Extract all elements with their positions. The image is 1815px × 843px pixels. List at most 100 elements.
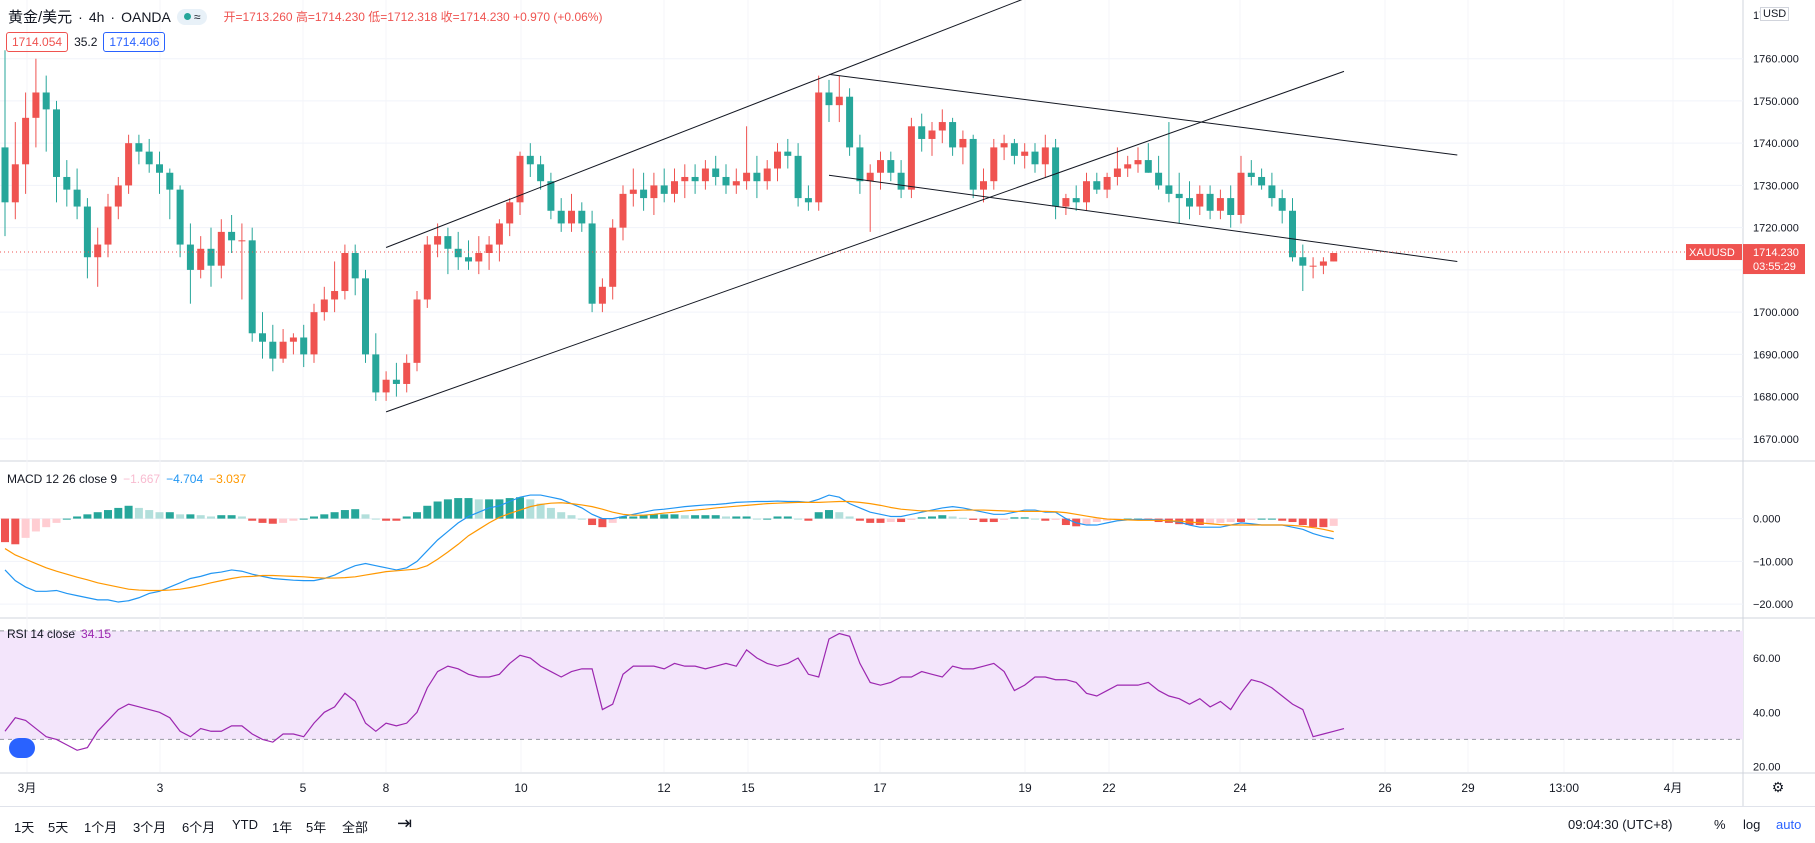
candle <box>681 164 689 199</box>
candle-body <box>228 231 236 241</box>
candle <box>825 79 833 123</box>
candle <box>547 172 555 220</box>
macd-signal-line <box>4 500 1334 592</box>
macd-hist-bar <box>1195 518 1204 526</box>
candle <box>341 244 349 300</box>
buy-price-button[interactable]: 1714.406 <box>103 32 166 52</box>
range-1y-button[interactable]: 1年 <box>272 820 293 835</box>
market-status-toggle[interactable]: ≈ <box>176 8 208 25</box>
candle <box>1 50 9 237</box>
candle-body <box>73 189 81 207</box>
candle-body <box>804 198 812 203</box>
macd-hist-bar <box>382 518 391 521</box>
range-ytd-button[interactable]: YTD <box>232 817 258 832</box>
macd-hist-bar <box>1000 518 1009 520</box>
macd-hist-bar <box>227 515 236 519</box>
range-5d-button[interactable]: 5天 <box>48 820 69 835</box>
macd-hist-bar <box>763 518 772 520</box>
range-1m-button[interactable]: 1个月 <box>84 820 118 835</box>
log-scale-toggle[interactable]: log <box>1743 817 1761 832</box>
candle-body <box>568 210 575 224</box>
candle-body <box>1268 185 1276 199</box>
macd-hist-bar <box>248 518 257 521</box>
rsi-legend[interactable]: RSI 14 close 34.15 <box>7 627 111 641</box>
macd-hist-bar <box>258 518 267 523</box>
candle-body <box>907 126 915 190</box>
macd-hist-bar <box>649 514 658 519</box>
range-6m-button[interactable]: 6个月 <box>182 820 216 835</box>
candle <box>176 185 184 258</box>
candle <box>856 134 864 194</box>
candle-body <box>207 248 215 266</box>
candle-body <box>629 189 637 194</box>
candle <box>753 155 761 199</box>
tradingview-logo-icon[interactable] <box>9 738 35 758</box>
candle <box>413 291 421 372</box>
time-tick-label: 15 <box>741 781 755 795</box>
candle-body <box>743 172 751 182</box>
candle <box>1196 185 1204 215</box>
interval-label[interactable]: 4h <box>88 8 105 25</box>
range-3m-button[interactable]: 3个月 <box>133 820 167 835</box>
macd-hist-bar <box>433 501 442 519</box>
date-range-picker-icon[interactable]: ⇥ <box>397 813 413 833</box>
candle <box>53 100 60 203</box>
price-tick-label: 1690.000 <box>1753 349 1799 361</box>
macd-hist-bar <box>495 499 504 519</box>
macd-hist-bar <box>1051 518 1060 520</box>
candle <box>537 155 545 190</box>
macd-hist-bar <box>1031 518 1039 520</box>
candle-body <box>63 176 71 190</box>
price-tick-label: 1740.000 <box>1753 138 1799 150</box>
candle-body <box>403 362 411 384</box>
candle-body <box>259 333 266 342</box>
macd-hist-bar <box>1298 518 1307 526</box>
trend-line <box>385 0 1023 248</box>
candle <box>32 58 40 148</box>
macd-hist-bar <box>340 510 349 519</box>
sell-price-button[interactable]: 1714.054 <box>6 32 69 52</box>
candle <box>259 312 266 359</box>
candle-body <box>835 96 843 106</box>
macd-line <box>4 494 1334 603</box>
candle-body <box>557 210 565 224</box>
candle <box>1237 155 1245 224</box>
candle-body <box>1216 198 1224 211</box>
macd-hist-bar <box>52 518 61 523</box>
range-all-button[interactable]: 全部 <box>342 820 369 835</box>
candle-body <box>495 223 503 245</box>
candle-body <box>990 147 998 182</box>
range-5y-button[interactable]: 5年 <box>306 820 327 835</box>
macd-hist-bar <box>948 516 957 519</box>
candle-body <box>1000 143 1008 148</box>
candle <box>403 354 411 393</box>
price-tick-label: 1730.000 <box>1753 180 1799 192</box>
clock-timezone[interactable]: 09:04:30 (UTC+8) <box>1568 817 1673 832</box>
bottom-toolbar: 1天 5天 1个月 3个月 6个月 YTD 1年 5年 全部 ⇥ 09:04:3… <box>0 806 1815 843</box>
currency-tag[interactable]: USD <box>1760 7 1790 21</box>
candle <box>1299 244 1307 292</box>
candle <box>1268 172 1276 207</box>
candle <box>372 333 380 401</box>
candle <box>712 155 720 186</box>
macd-hist-bar <box>742 516 751 519</box>
range-1d-button[interactable]: 1天 <box>14 820 35 835</box>
candle-body <box>753 172 761 182</box>
candle-body <box>156 164 163 173</box>
percent-scale-toggle[interactable]: % <box>1714 817 1726 832</box>
time-tick-label: 13:00 <box>1549 781 1579 795</box>
candle-body <box>877 160 884 173</box>
candle <box>1165 122 1173 203</box>
candle-body <box>938 122 946 131</box>
candle-body <box>1299 257 1307 266</box>
candle <box>392 362 400 397</box>
trend-line <box>828 73 1458 156</box>
candle <box>73 168 81 220</box>
rsi-value: 34.15 <box>81 627 112 641</box>
macd-hist-bar <box>207 516 215 519</box>
auto-scale-toggle[interactable]: auto <box>1776 817 1802 832</box>
macd-legend[interactable]: MACD 12 26 close 9 −1.667 −4.704 −3.037 <box>7 472 246 486</box>
symbol-name[interactable]: 黄金/美元 <box>8 9 73 26</box>
candle <box>990 138 998 190</box>
